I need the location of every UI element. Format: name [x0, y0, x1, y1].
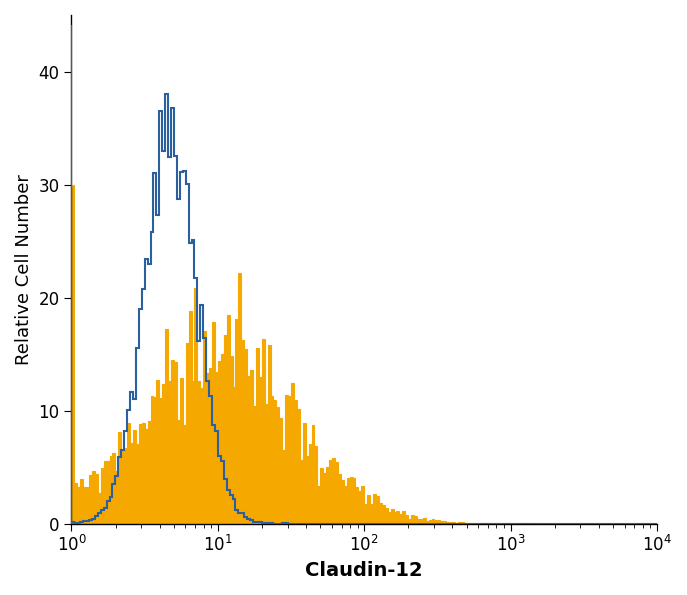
Y-axis label: Relative Cell Number: Relative Cell Number — [15, 174, 33, 365]
X-axis label: Claudin-12: Claudin-12 — [306, 561, 423, 580]
